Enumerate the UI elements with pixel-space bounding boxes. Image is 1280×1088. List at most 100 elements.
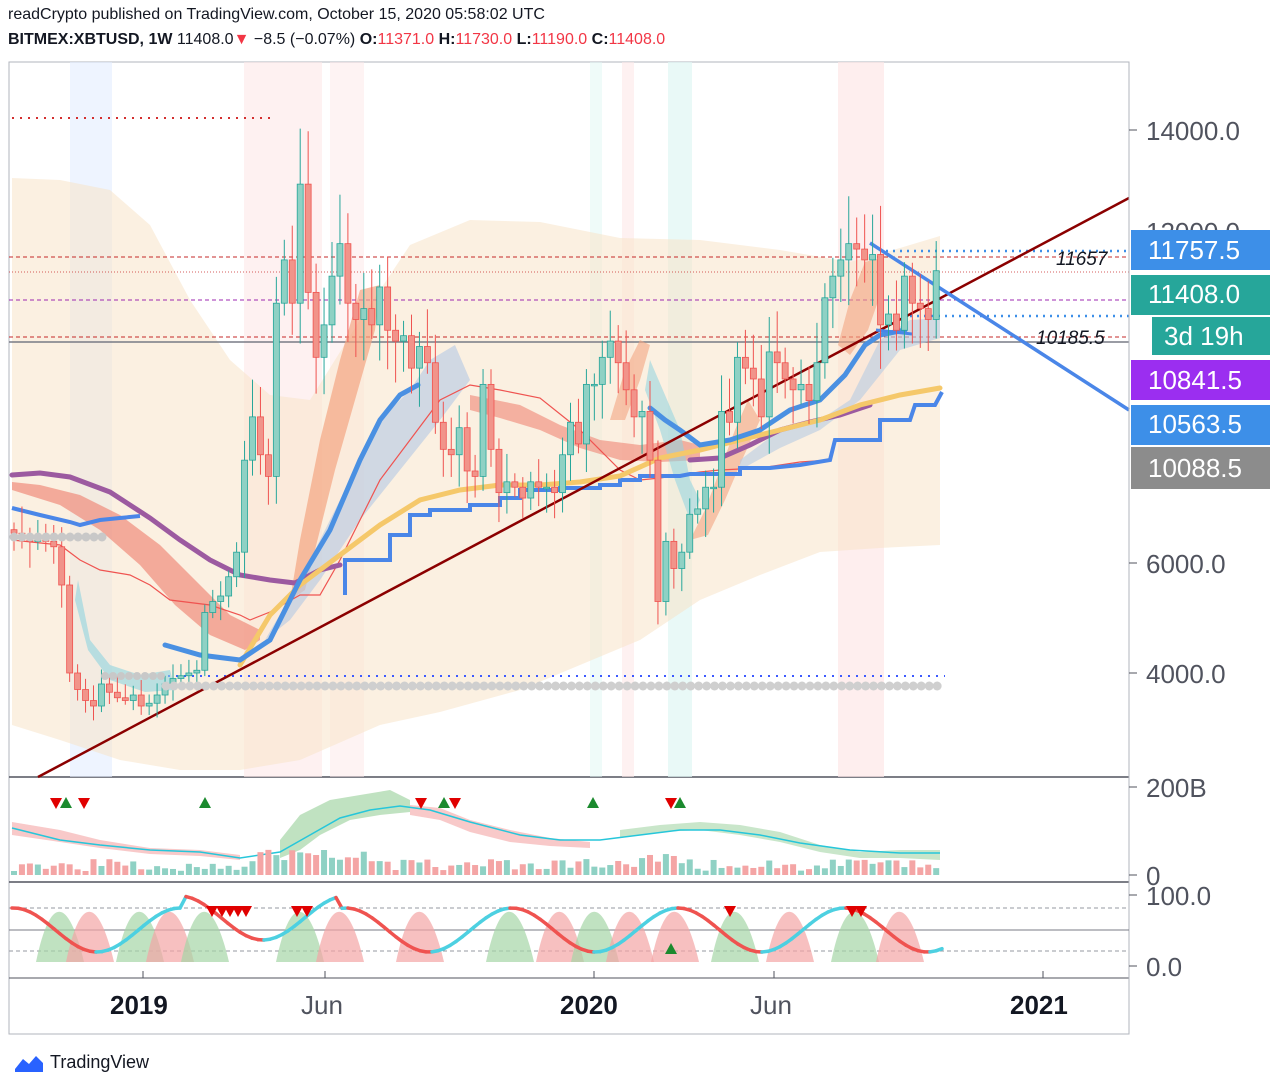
ma-yellow	[237, 385, 943, 668]
candle-body	[217, 595, 225, 602]
dot-marker	[73, 532, 83, 542]
dot-marker	[193, 681, 203, 691]
signal-down-icon	[415, 798, 427, 809]
signal-down-icon	[301, 906, 313, 917]
oscillator-hump	[766, 911, 814, 962]
candle-body	[209, 601, 217, 613]
volume-pane[interactable]: 200B 0	[11, 773, 1207, 891]
dot-marker	[781, 681, 791, 691]
candle-body	[527, 481, 535, 499]
volume-bar	[122, 865, 129, 875]
candle-body	[249, 416, 256, 461]
trendline-resistance[interactable]	[869, 241, 1130, 412]
signal-up-icon	[665, 943, 677, 954]
x-tick-jun-2020: Jun	[750, 990, 792, 1020]
oscillator-pane[interactable]: 100.0 0.0	[9, 881, 1211, 982]
candle-body	[408, 335, 415, 369]
low-label: L:	[516, 31, 532, 48]
volume-bar	[829, 859, 836, 875]
volume-bar	[853, 860, 860, 875]
dot-marker	[133, 672, 141, 680]
dot-marker	[65, 532, 75, 542]
candle-body	[98, 683, 105, 707]
volume-bar	[241, 866, 248, 875]
price-label-11757: 11757.5	[1148, 235, 1240, 265]
ribbon-orange	[290, 285, 380, 600]
oscillator-segment	[178, 894, 188, 910]
candle-body	[336, 243, 344, 277]
dot-marker	[702, 681, 712, 691]
x-tick-2020: 2020	[560, 990, 618, 1020]
symbol-name[interactable]: BITMEX:XBTUSD, 1W	[8, 31, 173, 48]
candle-body	[106, 683, 113, 693]
signal-down-icon	[50, 798, 62, 809]
ribbon-red	[12, 482, 260, 650]
oscillator-hump	[181, 911, 229, 962]
footer-brand[interactable]: TradingView	[14, 1052, 149, 1073]
dot-marker	[519, 681, 529, 691]
signal-down-icon	[216, 906, 228, 917]
price-label-11408: 11408.0	[1148, 279, 1240, 309]
dot-marker	[511, 681, 521, 691]
volume-bar	[678, 863, 685, 875]
level-label-11657: 11657	[1056, 249, 1109, 270]
volume-bar	[368, 861, 375, 875]
candle-body	[805, 383, 813, 402]
dot-marker	[431, 681, 441, 691]
volume-bar	[193, 867, 200, 875]
volume-bar	[885, 860, 892, 875]
dot-marker	[81, 532, 91, 542]
volume-bar	[448, 865, 455, 875]
volume-bar	[344, 857, 351, 875]
dot-marker	[821, 681, 831, 691]
ribbon-orange-4	[838, 258, 882, 355]
dot-marker	[773, 681, 783, 691]
dot-marker	[264, 681, 274, 691]
volume-bar	[472, 865, 479, 875]
candle-body	[590, 383, 598, 387]
dot-marker	[884, 681, 894, 691]
dot-marker	[527, 681, 537, 691]
dot-marker	[233, 681, 243, 691]
candle-body	[606, 340, 614, 358]
volume-bar	[281, 860, 288, 875]
dot-marker	[710, 681, 720, 691]
volume-bar	[456, 864, 463, 875]
volume-bar	[162, 868, 169, 875]
dot-marker	[392, 681, 402, 691]
close-value: 11408.0	[608, 31, 666, 48]
dot-marker	[344, 681, 354, 691]
y-tick-14000: 14000.0	[1146, 116, 1240, 146]
oscillator-waves	[10, 894, 944, 962]
candle-body	[924, 308, 932, 320]
candlestick-series[interactable]	[10, 128, 940, 721]
ribbon-blue-fill	[265, 345, 470, 640]
dot-marker	[535, 681, 545, 691]
dot-marker	[853, 681, 863, 691]
dot-marker	[225, 681, 235, 691]
dot-marker	[622, 681, 632, 691]
dot-marker	[33, 532, 43, 542]
volume-ribbon-red	[12, 822, 240, 860]
candle-body	[781, 362, 789, 380]
time-axis[interactable]: 2019 Jun 2020 Jun 2021	[110, 971, 1068, 1020]
price-label-bg-11757	[1131, 230, 1270, 270]
volume-bar	[702, 870, 709, 875]
candle-body	[304, 183, 312, 293]
volume-bar	[257, 852, 264, 875]
volume-bar	[130, 861, 137, 875]
trendline-short[interactable]	[875, 328, 913, 336]
dot-marker	[312, 681, 322, 691]
level-label-10185: 10185.5	[1036, 328, 1105, 349]
volume-bar	[233, 869, 240, 875]
candle-body	[503, 481, 511, 494]
dot-marker	[582, 681, 592, 691]
volume-bar	[360, 851, 367, 875]
volume-bar	[782, 864, 789, 875]
volume-bar	[718, 867, 725, 875]
candle-body	[749, 367, 757, 380]
candle-body	[519, 486, 527, 499]
volume-bar	[686, 859, 693, 875]
volume-ribbon-green	[280, 790, 410, 858]
